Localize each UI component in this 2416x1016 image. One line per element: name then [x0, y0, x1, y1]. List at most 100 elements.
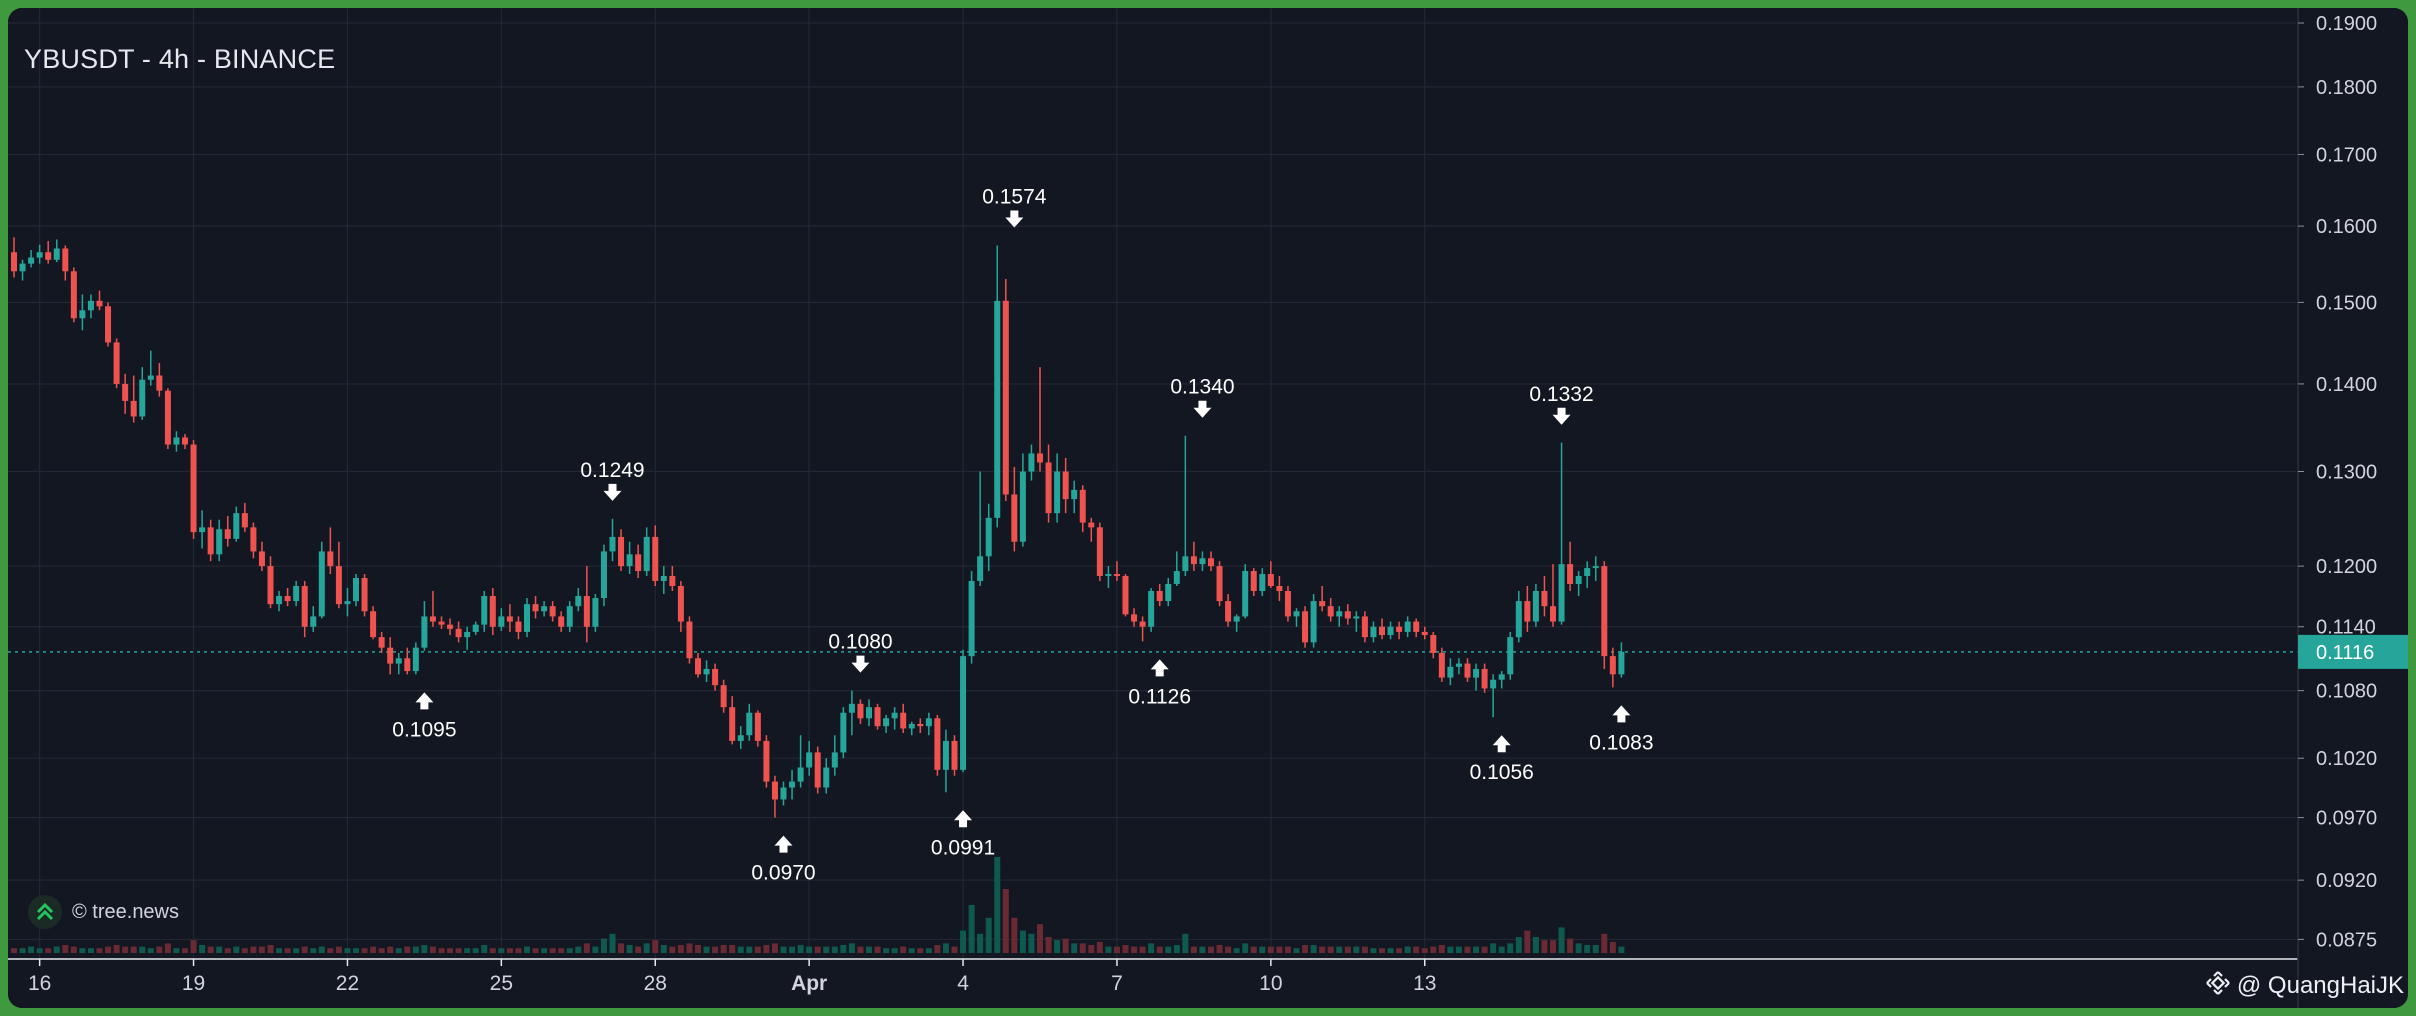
candle-body [1037, 453, 1043, 463]
volume-bar [113, 945, 120, 953]
volume-bar [1011, 917, 1018, 953]
volume-bar [524, 946, 530, 953]
volume-bar [216, 946, 223, 953]
candle-body [28, 257, 35, 264]
volume-bar [866, 946, 872, 953]
arrow-down-icon [1193, 400, 1212, 418]
price-axis[interactable]: 0.1900 0.1800 0.1700 0.1600 0.1500 0.1400 0.13… [2298, 13, 2377, 951]
candle-body [1567, 564, 1574, 584]
price-annotations: 0.1574 0.1340 0.1332 0.1249 0.1080 0.1095 0.09… [392, 185, 1653, 884]
candle-body [1122, 576, 1129, 615]
candle-body [1361, 616, 1368, 638]
candle-body [1498, 674, 1505, 680]
candle-body [224, 529, 231, 539]
candle-body [1071, 489, 1078, 500]
y-tick-label: 0.0970 [2316, 808, 2377, 830]
candle-body [164, 390, 171, 445]
x-tick-label: 22 [336, 972, 359, 995]
candle-body [105, 306, 112, 343]
candle-body [575, 596, 582, 607]
volume-bar [318, 946, 325, 953]
volume-bar [224, 948, 231, 953]
volume-bar [1088, 945, 1095, 953]
candle-body [1524, 601, 1531, 622]
candle-body [1156, 590, 1163, 602]
candle-body [378, 637, 385, 648]
volume-bar [618, 943, 625, 953]
volume-bar [746, 946, 753, 953]
volume-bar [797, 945, 804, 953]
candle-body [609, 536, 616, 552]
volume-bar [1054, 940, 1061, 953]
volume-bar [1319, 946, 1326, 953]
volume-bar [806, 946, 813, 953]
candle-body [1473, 668, 1480, 678]
volume-bar [754, 946, 761, 953]
candle-body [438, 621, 445, 625]
candle-body [883, 718, 890, 727]
candle-body [156, 375, 163, 391]
candle-body [985, 517, 992, 557]
y-tick-label: 0.1020 [2316, 748, 2377, 770]
volume-bar [737, 946, 744, 953]
x-tick-label: 7 [1111, 972, 1123, 995]
candle-body [712, 668, 719, 686]
volume-bar [207, 946, 214, 953]
candle-body [447, 624, 454, 629]
candle-body [1225, 601, 1232, 622]
volume-bar [831, 946, 838, 953]
volume-bar [139, 946, 146, 953]
candle-body [1310, 601, 1317, 643]
candle-body [908, 723, 915, 729]
low-price-label: 0.0970 [751, 862, 815, 885]
candle-body [1464, 663, 1471, 678]
candle-body [1532, 590, 1539, 622]
candle-body [1208, 558, 1214, 567]
volume-bar [660, 945, 667, 953]
volume-bar [1037, 924, 1043, 953]
volume-bar [455, 948, 462, 953]
candlestick-chart[interactable]: 0.1574 0.1340 0.1332 0.1249 0.1080 0.1095 0.09… [8, 8, 2408, 1008]
y-tick-label: 0.1080 [2316, 681, 2377, 703]
candle-body [130, 400, 137, 417]
candle-body [951, 740, 958, 770]
arrow-down-icon [851, 655, 870, 673]
candle-body [489, 596, 496, 627]
volume-bar [994, 857, 1001, 953]
volume-bar [985, 917, 992, 953]
volume-bar [173, 948, 180, 953]
x-tick-label: 16 [28, 972, 51, 995]
candle-body [814, 752, 821, 788]
candle-body [532, 604, 539, 612]
arrow-up-icon [1612, 705, 1631, 723]
volume-bar [1302, 945, 1309, 953]
y-tick-label: 0.1800 [2316, 77, 2377, 99]
candle-body [1139, 621, 1146, 627]
volume-bar [1276, 946, 1283, 953]
volume-bar [848, 943, 855, 953]
volume-bar [62, 945, 69, 953]
volume-bar [1344, 946, 1351, 953]
high-price-label: 0.1574 [982, 185, 1047, 208]
volume-bar [472, 948, 479, 953]
volume-bar [344, 948, 351, 953]
source-badge[interactable]: © tree.news [28, 892, 179, 932]
volume-bar [917, 948, 924, 953]
time-axis[interactable]: 16 19 22 25 28 Apr 4 7 10 13 [28, 959, 1436, 995]
volume-bar [677, 945, 684, 953]
candle-body [412, 647, 419, 672]
candle-body [669, 576, 676, 586]
volume-bar [199, 945, 206, 953]
volume-bar [575, 946, 582, 953]
candle-body [917, 723, 924, 727]
candle-body [994, 300, 1001, 518]
volume-bar [1267, 946, 1274, 953]
candle-body [1302, 611, 1309, 643]
candle-body [1028, 453, 1035, 472]
candle-body [361, 577, 368, 612]
candle-body [1592, 566, 1599, 569]
low-price-label: 0.1126 [1128, 685, 1191, 708]
volume-bar [600, 938, 607, 953]
volume-bar [609, 933, 616, 953]
source-badge-text: © tree.news [72, 900, 180, 923]
